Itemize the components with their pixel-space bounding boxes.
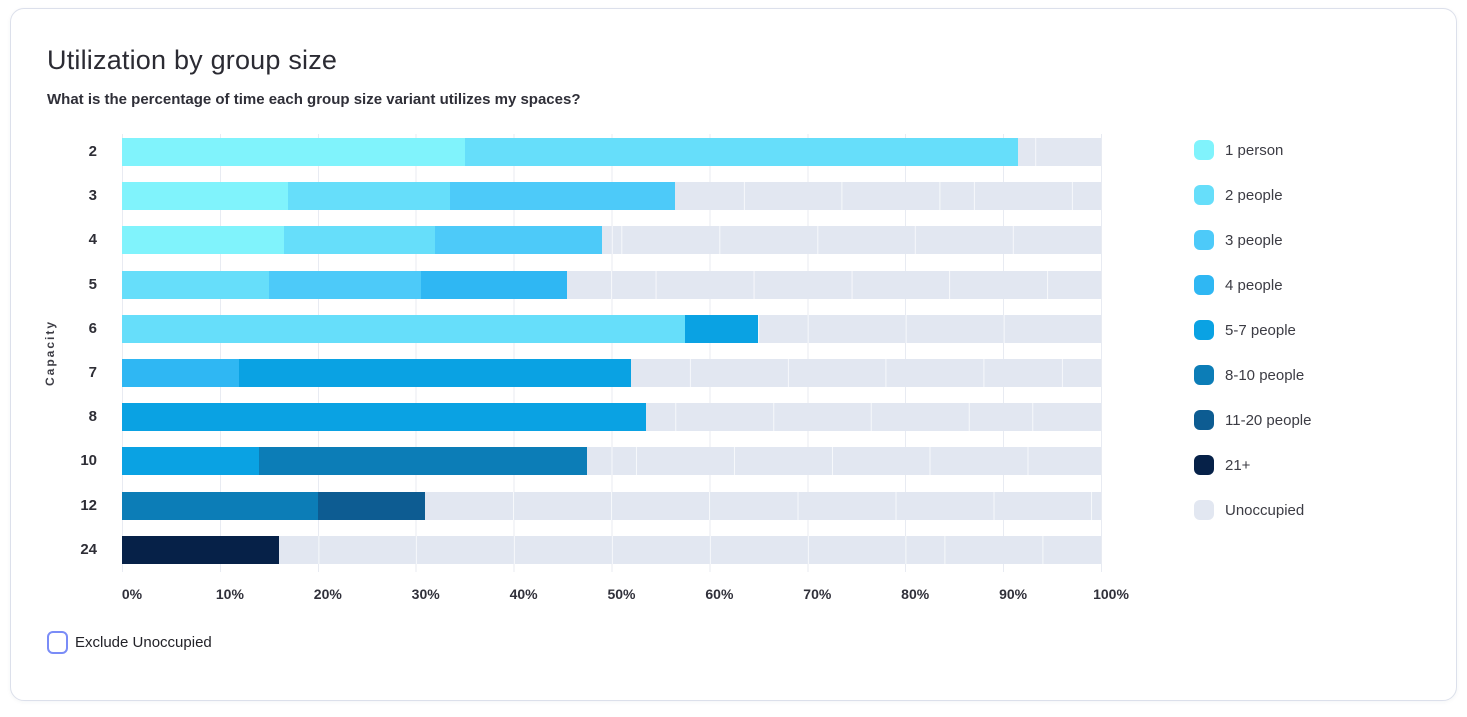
legend-label-5-7-people: 5-7 people xyxy=(1225,321,1296,339)
legend-swatch-3-people xyxy=(1194,230,1214,250)
legend-swatch-21 xyxy=(1194,455,1214,475)
bar-segment-unoccupied[interactable] xyxy=(601,226,1101,255)
legend-swatch-unoccupied xyxy=(1194,500,1214,520)
chart-subtitle: What is the percentage of time each grou… xyxy=(47,91,581,108)
legend-label-2-people: 2 people xyxy=(1225,186,1283,204)
bar-segment-1-person[interactable] xyxy=(122,182,289,211)
legend-item-2-people[interactable]: 2 people xyxy=(1194,185,1311,205)
y-axis-label-3: 3 xyxy=(88,187,97,205)
legend-item-8-10-people[interactable]: 8-10 people xyxy=(1194,365,1311,385)
y-axis-label-8: 8 xyxy=(88,408,97,426)
x-axis-label-80: 80% xyxy=(901,586,930,602)
legend-label-21: 21+ xyxy=(1225,456,1251,474)
bar-segment-1-person[interactable] xyxy=(122,138,465,166)
x-axis-label-10: 10% xyxy=(215,586,244,602)
legend-swatch-11-20-people xyxy=(1194,410,1214,430)
page-title: Utilization by group size xyxy=(47,45,338,75)
bar-segment-5-7-people[interactable] xyxy=(684,314,759,343)
bar-segment-unoccupied[interactable] xyxy=(645,403,1101,432)
legend-swatch-2-people xyxy=(1194,185,1214,205)
y-axis-label-7: 7 xyxy=(88,364,97,381)
bar-row-capacity-8 xyxy=(122,403,1101,432)
bar-segment-2-people[interactable] xyxy=(122,270,269,299)
legend-label-8-10-people: 8-10 people xyxy=(1225,366,1305,384)
y-axis-label-12: 12 xyxy=(80,496,97,514)
legend-label-unoccupied: Unoccupied xyxy=(1225,501,1305,519)
x-axis-label-40: 40% xyxy=(509,586,538,602)
legend-item-3-people[interactable]: 3 people xyxy=(1194,230,1311,250)
bar-row-capacity-4 xyxy=(122,226,1101,255)
y-axis-label-24: 24 xyxy=(80,540,97,558)
bar-segment-11-20-people[interactable] xyxy=(317,491,426,520)
x-axis-label-100: 100% xyxy=(1093,586,1129,602)
bar-segment-unoccupied[interactable] xyxy=(675,182,1101,211)
bar-segment-2-people[interactable] xyxy=(283,226,436,255)
chart-legend: 1 person 2 people 3 people 4 people 5-7 peop… xyxy=(1194,140,1311,545)
x-axis-label-50: 50% xyxy=(607,586,636,602)
bar-segment-5-7-people[interactable] xyxy=(122,447,260,476)
bar-row-capacity-7 xyxy=(122,359,1101,387)
legend-item-11-20-people[interactable]: 11-20 people xyxy=(1194,410,1311,430)
x-axis-labels: 0% 10% 20% 30% 40% 50% 60% 70% 80% 90% 100% xyxy=(121,586,1129,606)
bar-segment-unoccupied[interactable] xyxy=(567,270,1101,299)
y-axis-label-4: 4 xyxy=(88,231,97,249)
bar-segment-2-people[interactable] xyxy=(288,182,450,211)
bar-row-capacity-6 xyxy=(122,314,1101,343)
legend-swatch-8-10-people xyxy=(1194,365,1214,385)
legend-swatch-5-7-people xyxy=(1194,320,1214,340)
legend-swatch-4-people xyxy=(1194,275,1214,295)
bar-segment-unoccupied[interactable] xyxy=(587,447,1101,476)
x-axis-label-20: 20% xyxy=(313,586,342,602)
bar-segment-4-people[interactable] xyxy=(420,270,568,299)
legend-item-5-7-people[interactable]: 5-7 people xyxy=(1194,320,1311,340)
bar-segment-21[interactable] xyxy=(122,535,279,564)
legend-label-1-person: 1 person xyxy=(1225,141,1284,159)
legend-label-4-people: 4 people xyxy=(1225,276,1283,294)
x-axis-label-90: 90% xyxy=(999,586,1028,602)
legend-item-unoccupied[interactable]: Unoccupied xyxy=(1194,500,1311,520)
y-axis-label-5: 5 xyxy=(88,275,97,293)
legend-label-11-20-people: 11-20 people xyxy=(1225,411,1312,429)
bar-row-capacity-3 xyxy=(122,182,1101,211)
bar-row-capacity-2 xyxy=(122,138,1101,166)
exclude-unoccupied-control: Exclude Unoccupied xyxy=(47,631,212,654)
legend-item-1-person[interactable]: 1 person xyxy=(1194,140,1311,160)
bar-row-capacity-5 xyxy=(122,270,1101,299)
bar-segment-2-people[interactable] xyxy=(464,138,1018,166)
bar-segment-unoccupied[interactable] xyxy=(1017,138,1101,166)
bar-segment-unoccupied[interactable] xyxy=(425,491,1101,520)
bar-segment-4-people[interactable] xyxy=(122,359,240,387)
legend-item-4-people[interactable]: 4 people xyxy=(1194,275,1311,295)
y-axis-labels: 2 3 4 5 6 7 8 10 12 24 xyxy=(47,134,97,572)
bar-row-capacity-10 xyxy=(122,447,1101,476)
utilization-card: Utilization by group size What is the pe… xyxy=(10,8,1457,701)
bar-segment-5-7-people[interactable] xyxy=(239,359,632,387)
bar-segment-8-10-people[interactable] xyxy=(122,491,318,520)
bar-segment-2-people[interactable] xyxy=(122,314,685,343)
bar-segment-unoccupied[interactable] xyxy=(631,359,1101,387)
exclude-unoccupied-label: Exclude Unoccupied xyxy=(75,634,212,651)
bar-segment-5-7-people[interactable] xyxy=(122,403,646,432)
bar-segment-unoccupied[interactable] xyxy=(758,314,1101,343)
bar-segment-3-people[interactable] xyxy=(449,182,676,211)
bar-segment-3-people[interactable] xyxy=(435,226,602,255)
y-axis-label-6: 6 xyxy=(88,319,97,337)
x-axis-label-60: 60% xyxy=(705,586,734,602)
x-axis-label-30: 30% xyxy=(411,586,440,602)
bar-segment-1-person[interactable] xyxy=(122,226,284,255)
bar-row-capacity-24 xyxy=(122,535,1101,564)
bar-row-capacity-12 xyxy=(122,491,1101,520)
plot-area xyxy=(122,134,1102,572)
x-axis-label-0: 0% xyxy=(121,586,143,602)
bar-segment-8-10-people[interactable] xyxy=(259,447,587,476)
exclude-unoccupied-checkbox[interactable] xyxy=(47,631,68,654)
x-axis-label-70: 70% xyxy=(803,586,832,602)
legend-label-3-people: 3 people xyxy=(1225,231,1283,249)
bar-segment-unoccupied[interactable] xyxy=(278,535,1101,564)
bar-segment-3-people[interactable] xyxy=(268,270,421,299)
legend-swatch-1-person xyxy=(1194,140,1214,160)
y-axis-label-2: 2 xyxy=(88,143,97,160)
y-axis-label-10: 10 xyxy=(80,452,97,470)
legend-item-21[interactable]: 21+ xyxy=(1194,455,1311,475)
